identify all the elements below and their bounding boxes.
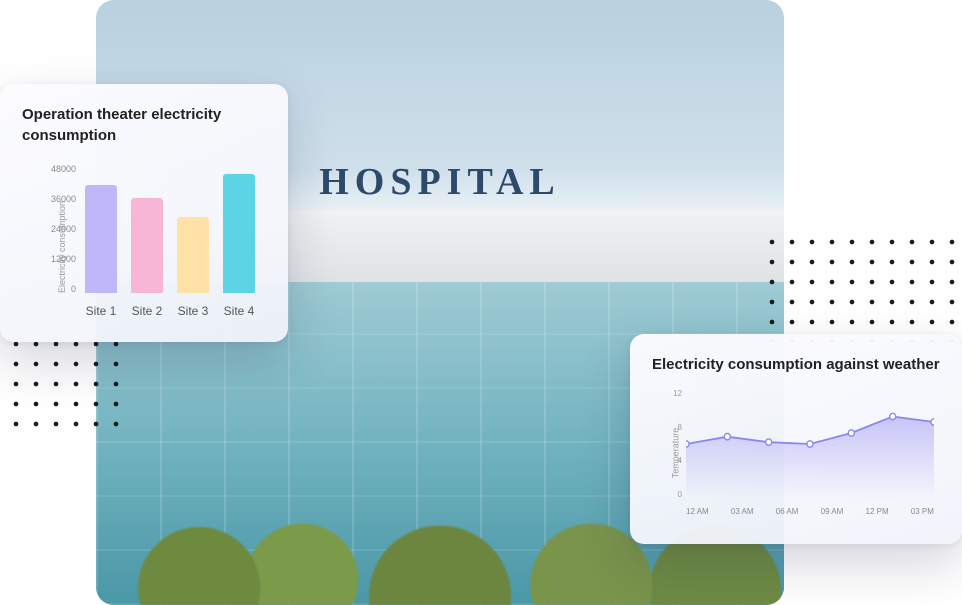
bar <box>131 198 163 293</box>
bar-y-ticks: 48000 36000 24000 12000 0 <box>36 164 76 294</box>
line-y-tick: 12 <box>673 389 682 398</box>
bar-x-label: Site 1 <box>86 304 117 318</box>
bar-y-tick: 24000 <box>51 224 76 234</box>
bar-y-tick: 0 <box>71 284 76 294</box>
bar-y-tick: 12000 <box>51 254 76 264</box>
bar-y-tick: 48000 <box>51 164 76 174</box>
dots-pattern-left <box>6 334 126 434</box>
line-marker <box>766 439 772 445</box>
line-x-label: 09 AM <box>821 507 844 516</box>
line-marker <box>848 430 854 436</box>
bar-x-label: Site 2 <box>132 304 163 318</box>
line-marker <box>890 413 896 419</box>
line-marker <box>931 419 934 425</box>
line-x-label: 12 PM <box>866 507 889 516</box>
bar-chart-card: Operation theater electricity consumptio… <box>0 84 288 342</box>
bar-x-label: Site 3 <box>178 304 209 318</box>
bar-x-labels: Site 1 Site 2 Site 3 Site 4 <box>78 304 262 318</box>
line-marker <box>686 441 689 447</box>
bar <box>85 185 117 293</box>
line-plot <box>686 389 934 499</box>
hospital-sign: HOSPITAL <box>319 160 561 204</box>
line-chart-title: Electricity consumption against weather <box>652 354 940 375</box>
line-x-label: 12 AM <box>686 507 709 516</box>
line-chart-card: Electricity consumption against weather … <box>630 334 962 544</box>
line-marker <box>724 433 730 439</box>
line-svg <box>686 389 934 499</box>
bars-container <box>78 164 262 294</box>
line-y-tick: 0 <box>678 490 682 499</box>
line-x-label: 03 AM <box>731 507 754 516</box>
bar <box>223 174 255 293</box>
dots-pattern-right <box>762 232 962 342</box>
line-y-tick: 4 <box>678 456 682 465</box>
bar-chart-area: Electricity consumption 48000 36000 2400… <box>22 164 266 329</box>
line-x-labels: 12 AM 03 AM 06 AM 09 AM 12 PM 03 PM <box>686 507 934 516</box>
area-fill <box>686 417 934 500</box>
bar-x-label: Site 4 <box>224 304 255 318</box>
line-y-tick: 8 <box>678 423 682 432</box>
line-x-label: 03 PM <box>911 507 934 516</box>
line-x-label: 06 AM <box>776 507 799 516</box>
line-chart-area: Temperature 12 8 4 0 12 AM 03 AM 06 AM 0… <box>652 389 940 529</box>
bar-chart-title: Operation theater electricity consumptio… <box>22 104 266 146</box>
line-y-ticks: 12 8 4 0 <box>670 389 682 499</box>
bar <box>177 217 209 293</box>
line-marker <box>807 441 813 447</box>
bar-y-tick: 36000 <box>51 194 76 204</box>
